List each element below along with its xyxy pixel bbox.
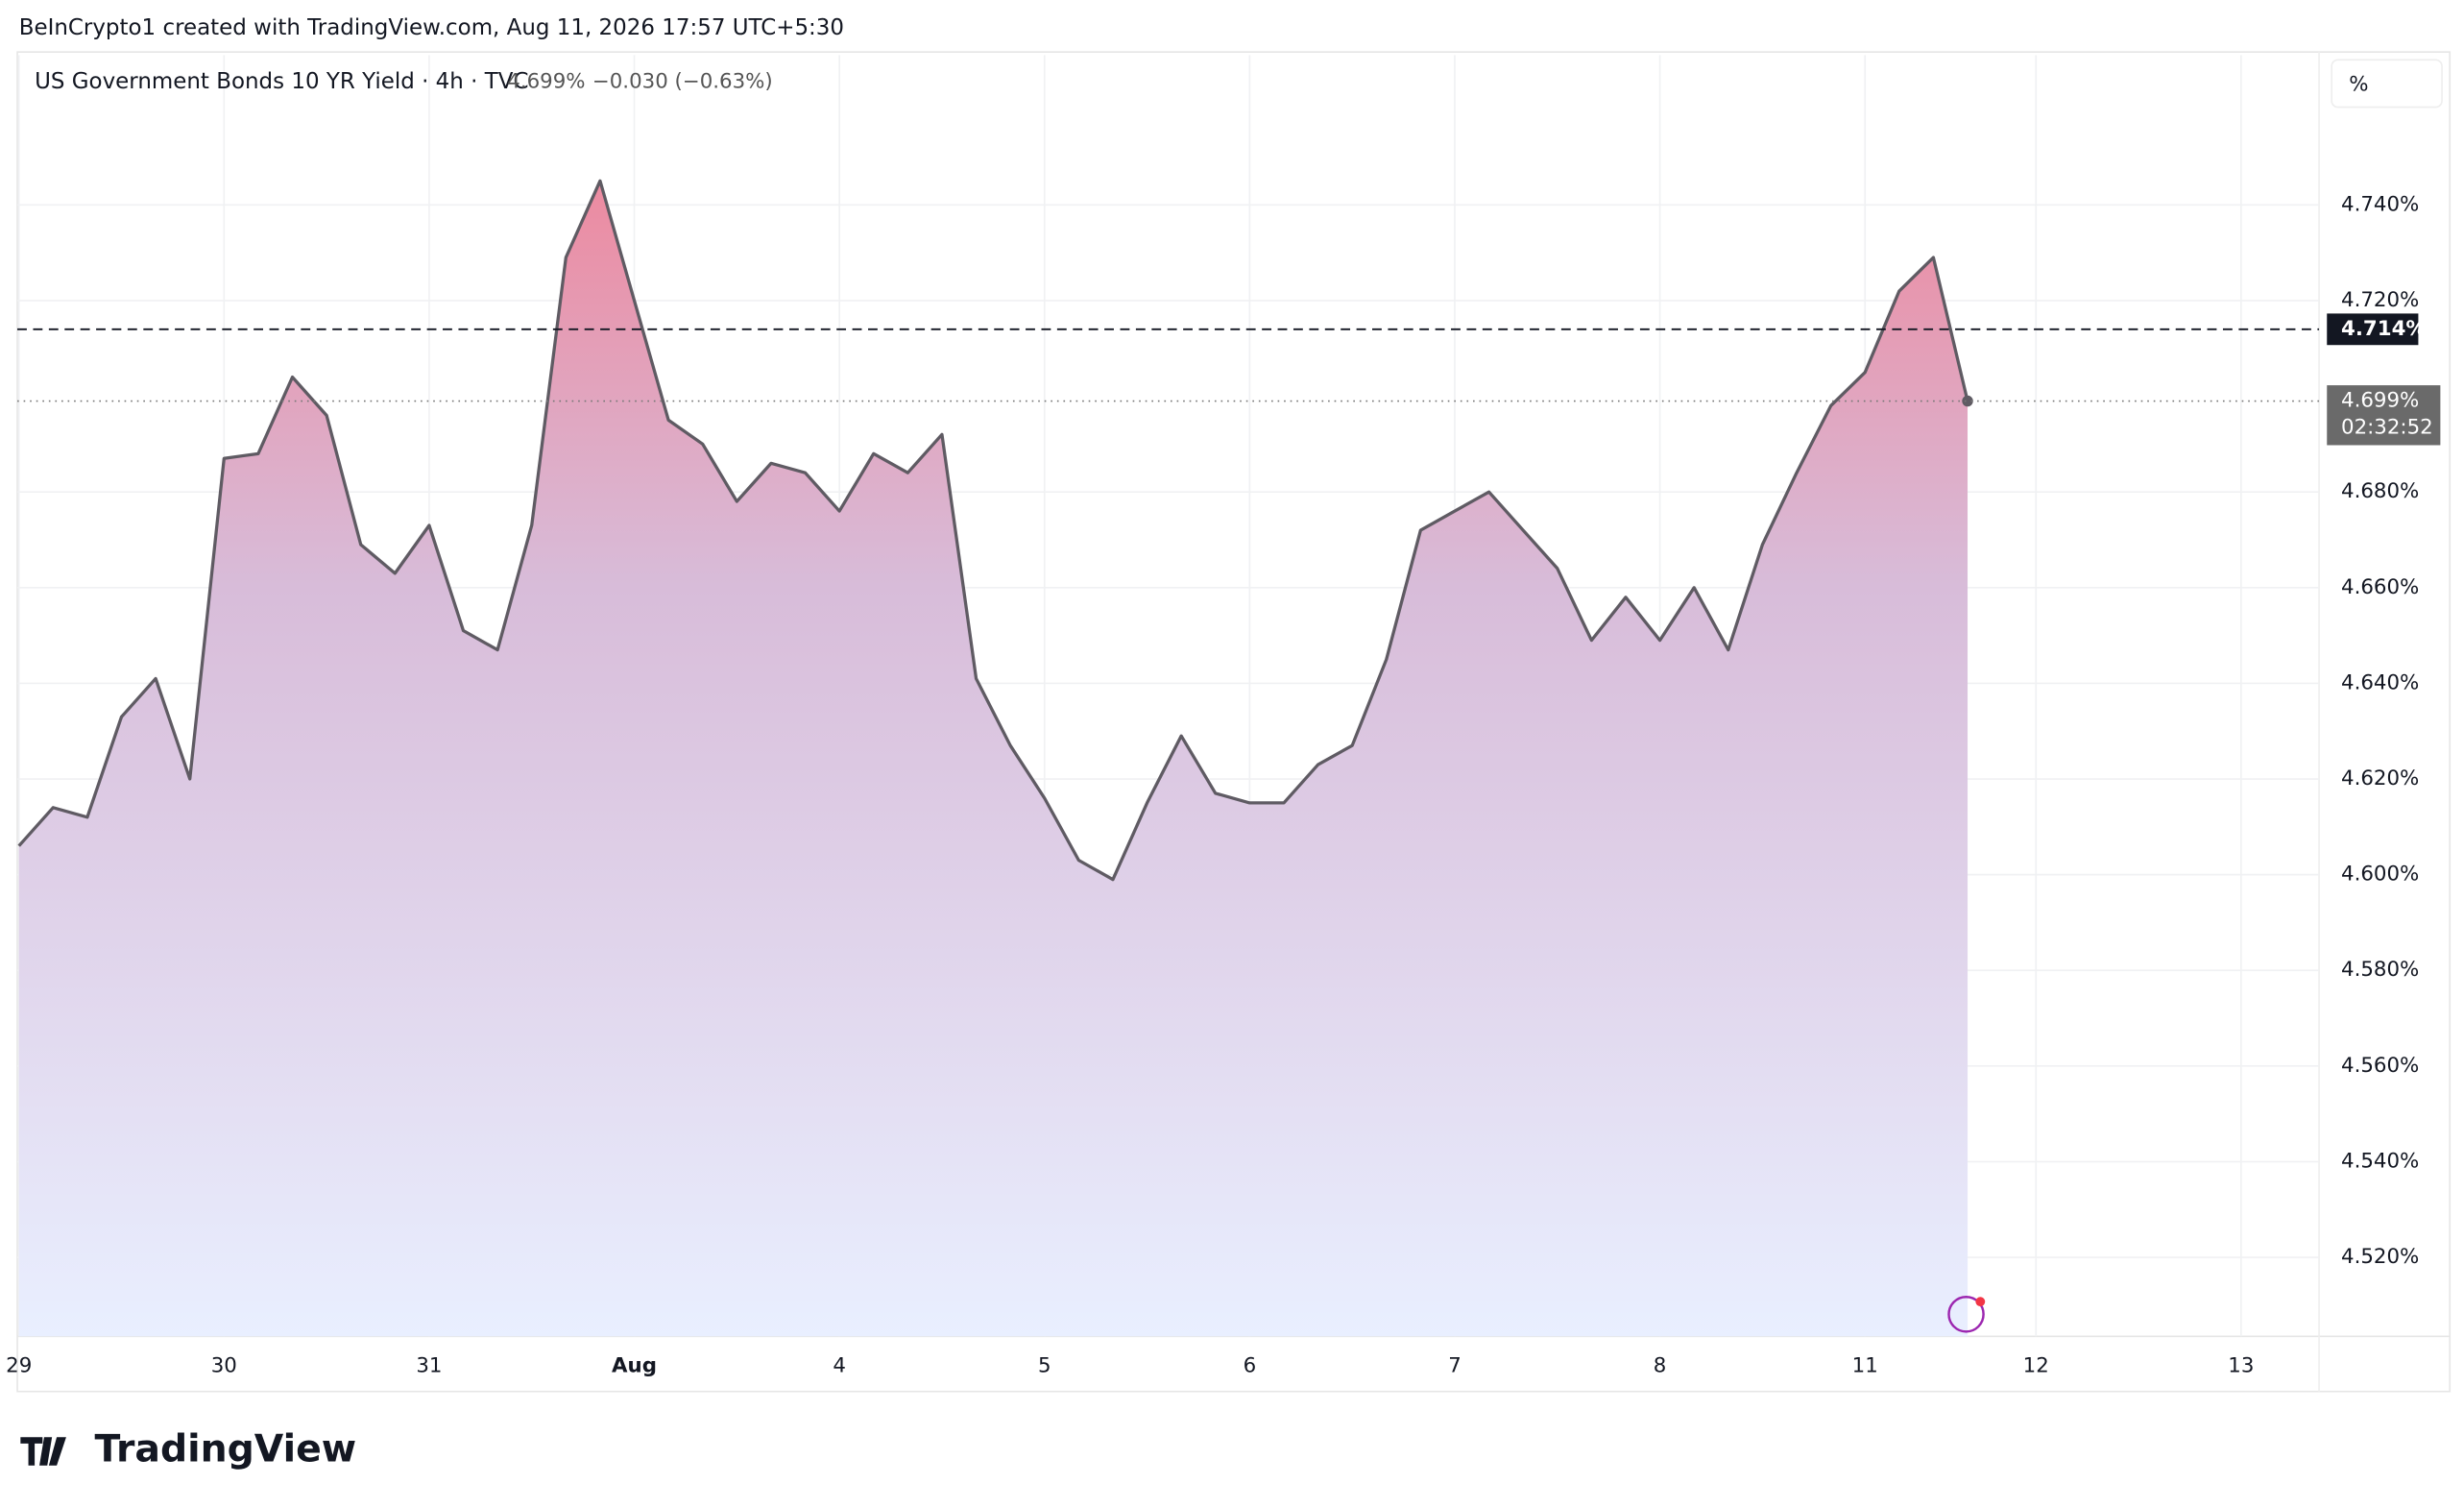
- reference-label: 4.714%: [2341, 317, 2427, 341]
- change: −0.030 (−0.63%): [592, 69, 773, 93]
- x-tick-label: 7: [1448, 1353, 1461, 1377]
- x-tick-label: 31: [416, 1353, 442, 1377]
- x-tick-label: 8: [1654, 1353, 1667, 1377]
- y-tick-label: 4.680%: [2341, 479, 2419, 503]
- chart-title: US Government Bonds 10 YR Yield · 4h · T…: [35, 69, 528, 94]
- x-tick-label: 5: [1038, 1353, 1051, 1377]
- price-line: [17, 179, 1969, 882]
- last-point: [1962, 395, 1973, 407]
- x-tick-label: 13: [2228, 1353, 2254, 1377]
- y-tick-label: 4.600%: [2341, 863, 2419, 887]
- scale-button-label[interactable]: %: [2349, 73, 2368, 97]
- y-tick-label: 4.720%: [2341, 288, 2419, 312]
- x-tick-label: 11: [1852, 1353, 1878, 1377]
- reference-label-bg: [2327, 313, 2419, 346]
- area-fill: [18, 181, 1969, 1337]
- y-tick-label: 4.620%: [2341, 766, 2419, 790]
- y-tick-label: 4.520%: [2341, 1245, 2419, 1269]
- x-tick-label: 12: [2023, 1353, 2049, 1377]
- x-tick-label: 4: [833, 1353, 846, 1377]
- y-tick-label: 4.660%: [2341, 575, 2419, 599]
- y-tick-label: 4.640%: [2341, 670, 2419, 694]
- flash-icon[interactable]: [1947, 1296, 1985, 1333]
- chart-frame: [16, 51, 2452, 1393]
- logo-text: TradingView: [94, 1427, 356, 1472]
- logo: TradingView: [20, 1427, 356, 1472]
- x-tick-label: 30: [211, 1353, 237, 1377]
- y-tick-label: 4.580%: [2341, 958, 2419, 982]
- plot: [17, 179, 2320, 1337]
- last-label: 4.699%: [2341, 389, 2419, 413]
- scale-button[interactable]: [2331, 59, 2443, 109]
- x-tick-label: 29: [6, 1353, 32, 1377]
- x-tick-label: 6: [1244, 1353, 1257, 1377]
- countdown: 02:32:52: [2341, 415, 2433, 439]
- y-tick-label: 4.560%: [2341, 1054, 2419, 1078]
- flash-dot: [1975, 1297, 1986, 1307]
- y-tick-label: 4.540%: [2341, 1149, 2419, 1173]
- last-value: 4.699%: [507, 69, 585, 93]
- x-tick-label: Aug: [612, 1353, 657, 1377]
- header: BeInCrypto1 created with TradingView.com…: [19, 15, 844, 40]
- y-tick-label: 4.740%: [2341, 192, 2419, 216]
- last-label-bg: [2327, 385, 2441, 446]
